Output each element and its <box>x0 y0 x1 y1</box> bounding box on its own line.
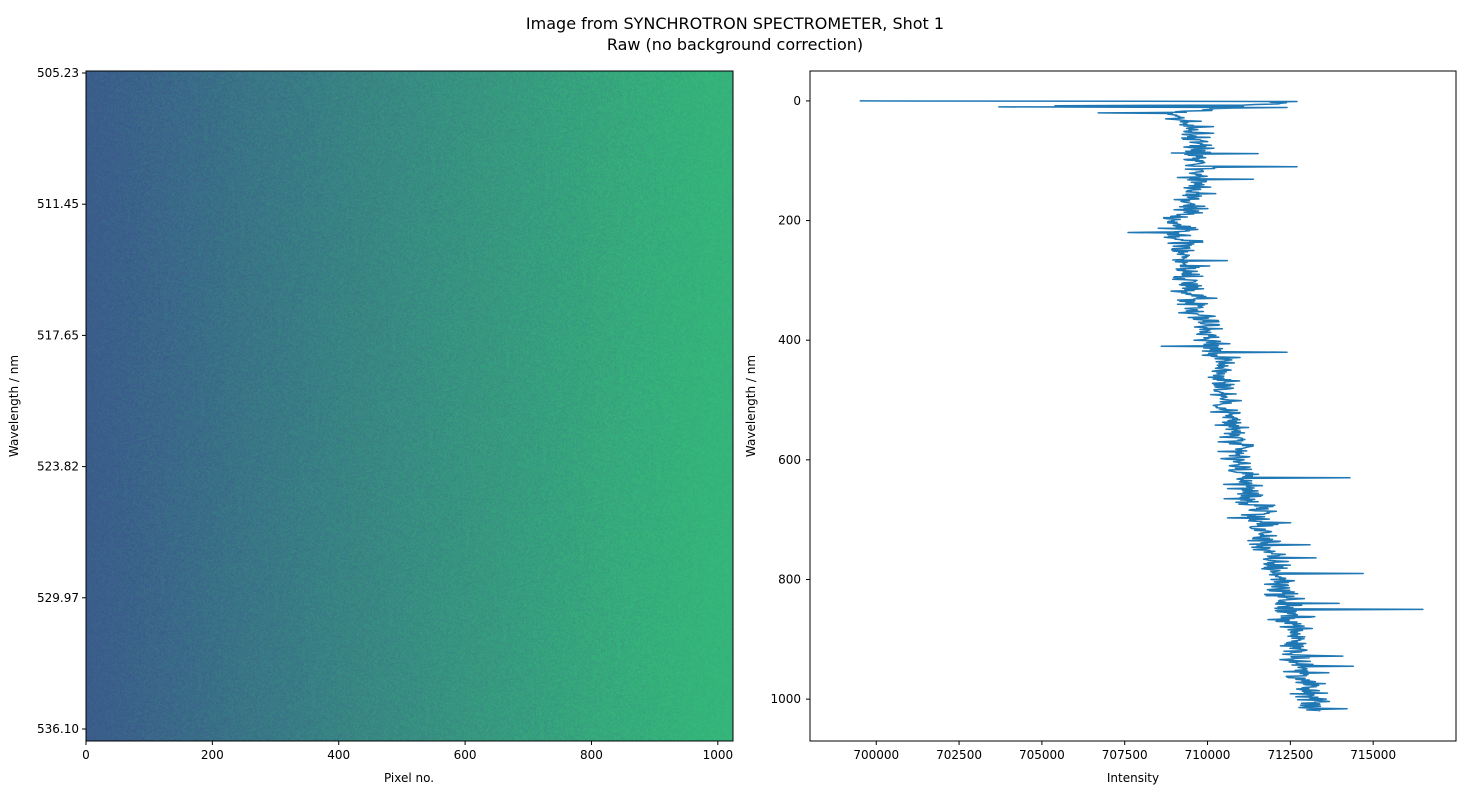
left-x-axis-label: Pixel no. <box>384 771 434 785</box>
left-y-axis-label: Wavelength / nm <box>7 355 21 457</box>
left-x-tick-label: 200 <box>201 748 224 762</box>
left-y-tick-label: 536.10 <box>37 722 79 736</box>
figure-subtitle: Raw (no background correction) <box>606 35 864 54</box>
left-y-ticks: 505.23 511.45 517.65 523.82 529.97 536.10 <box>37 66 86 736</box>
right-panel: 700000 702500 705000 707500 710000 712500 7150… <box>744 70 1457 785</box>
left-y-tick-label: 529.97 <box>37 591 79 605</box>
right-x-tick-label: 702500 <box>936 748 982 762</box>
spectrometer-image-heatmap <box>86 71 733 741</box>
right-x-tick-label: 700000 <box>853 748 899 762</box>
right-x-tick-label: 715000 <box>1350 748 1396 762</box>
right-x-tick-label: 712500 <box>1267 748 1313 762</box>
right-x-tick-label: 710000 <box>1185 748 1231 762</box>
right-y-axis-label: Wavelength / nm <box>744 355 758 457</box>
left-x-tick-label: 800 <box>580 748 603 762</box>
left-y-tick-label: 523.82 <box>37 460 79 474</box>
left-x-tick-label: 1000 <box>703 748 734 762</box>
intensity-line-series <box>859 100 1424 712</box>
right-x-tick-label: 705000 <box>1019 748 1065 762</box>
left-panel: 0 200 400 600 800 1000 505.23 511.45 517.65 523.… <box>7 66 734 785</box>
right-x-axis-label: Intensity <box>1107 771 1159 785</box>
right-y-tick-label: 800 <box>778 572 801 586</box>
right-y-tick-label: 1000 <box>770 692 801 706</box>
right-y-tick-label: 400 <box>778 333 801 347</box>
left-y-tick-label: 511.45 <box>37 197 79 211</box>
left-x-tick-label: 400 <box>327 748 350 762</box>
right-axes-frame <box>809 70 1457 742</box>
figure-title: Image from SYNCHROTRON SPECTROMETER, Sho… <box>525 14 945 33</box>
left-x-tick-label: 600 <box>454 748 477 762</box>
right-y-tick-label: 600 <box>778 453 801 467</box>
right-x-tick-label: 707500 <box>1102 748 1148 762</box>
left-y-tick-label: 505.23 <box>37 66 79 80</box>
left-x-ticks: 0 200 400 600 800 1000 <box>82 741 733 762</box>
intensity-line <box>859 100 1424 712</box>
left-y-tick-label: 517.65 <box>37 328 79 342</box>
right-y-ticks: 0 200 400 600 800 1000 <box>770 94 810 706</box>
right-y-tick-label: 200 <box>778 214 801 228</box>
right-y-tick-label: 0 <box>793 94 801 108</box>
left-axes-frame <box>85 70 734 742</box>
right-x-ticks: 700000 702500 705000 707500 710000 712500 7150… <box>853 741 1396 762</box>
left-x-tick-label: 0 <box>82 748 90 762</box>
